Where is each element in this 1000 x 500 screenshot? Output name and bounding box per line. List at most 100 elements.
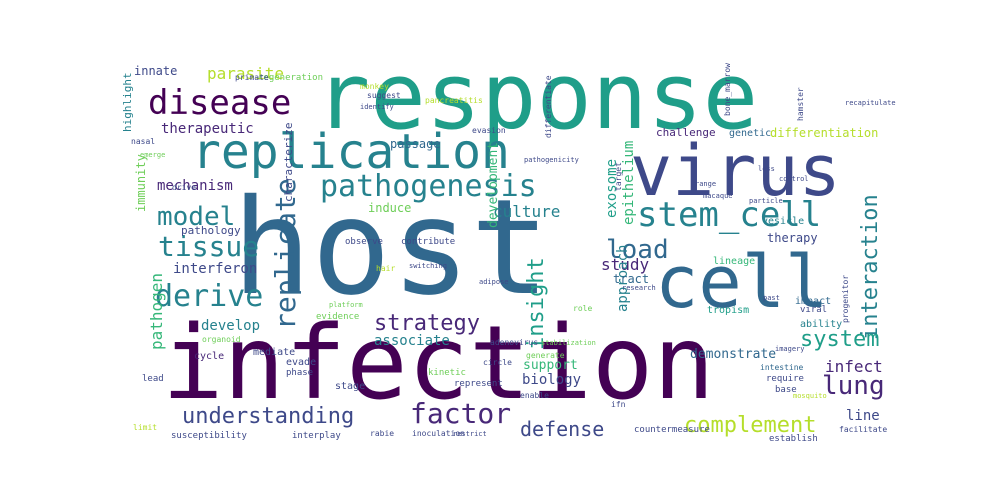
word-stage: stage [335, 381, 365, 392]
word-control: control [779, 175, 809, 183]
word-bone-marrow: bone_marrow [723, 63, 732, 116]
word-observe: observe [345, 237, 383, 247]
word-replication: replication [192, 124, 510, 180]
word-base: base [775, 385, 797, 395]
word-host: host [232, 171, 550, 325]
word-tropism: tropism [707, 305, 749, 316]
word-represent: represent [454, 379, 503, 389]
word-cycle: cycle [194, 351, 224, 362]
word-primate: primate [235, 73, 269, 82]
word-pathogenesis: pathogenesis [320, 169, 537, 204]
word-passage: passage [390, 137, 441, 151]
word-biology: biology [522, 372, 581, 388]
word-exosome: exosome [604, 159, 620, 218]
word-virus: virus [630, 130, 841, 212]
word-viral: viral [800, 305, 827, 315]
word-facilitate: facilitate [839, 425, 887, 434]
word-line: line [846, 408, 880, 424]
word-evasion: evasion [472, 126, 506, 135]
word-monkey: monkey [360, 82, 389, 91]
word-mosquito: mosquito [793, 392, 827, 400]
word-require: require [766, 374, 804, 384]
word-target: target [614, 162, 623, 191]
word-vesicle: vesicle [762, 216, 804, 227]
word-adipose: adipose [479, 278, 509, 286]
word-infect: infect [825, 357, 883, 376]
word-pathogen: pathogen [147, 273, 166, 350]
word-approach: approach [615, 245, 631, 312]
word-drive: drive [172, 183, 196, 192]
word-adenovirus: adenovirus [490, 338, 538, 347]
word-infection: infection [162, 304, 715, 423]
word-mechanism: mechanism [157, 178, 233, 194]
word-innate: innate [134, 64, 177, 78]
word-study: study [601, 255, 650, 274]
word-evade: evade [286, 357, 316, 368]
word-pathology: pathology [181, 224, 241, 237]
word-switching: switching [409, 262, 447, 270]
word-rabie: rabie [370, 429, 394, 438]
word-disease: disease [148, 83, 291, 123]
word-support: support [523, 358, 578, 373]
word-establish: establish [769, 434, 818, 444]
word-countermeasure: countermeasure [634, 425, 710, 435]
word-limit: limit [133, 423, 157, 432]
word-tract: tract [613, 272, 649, 286]
word-mediate: mediate [253, 347, 295, 358]
word-circle: circle [483, 358, 512, 367]
word-factor: factor [410, 397, 511, 430]
word-phase: phase [286, 368, 313, 378]
word-ifn: ifn [611, 400, 626, 409]
word-replicate: replicate [269, 178, 302, 330]
word-understanding: understanding [182, 404, 354, 429]
word-complement: complement [684, 413, 816, 438]
word-range: range [695, 180, 716, 188]
word-load: load [606, 235, 669, 265]
word-differentiation: differentiation [770, 126, 878, 140]
word-lineage: lineage [713, 256, 755, 267]
word-generate: generate [526, 351, 565, 360]
word-suggest: suggest [367, 91, 401, 100]
word-derive: derive [155, 279, 263, 314]
word-kinetic: kinetic [428, 368, 466, 378]
word-inoculation: inoculation [412, 429, 465, 438]
word-characterize: characterize [282, 123, 295, 202]
word-stabilization: stabilization [541, 339, 596, 347]
word-immunity: immunity [134, 154, 148, 212]
word-susceptibility: susceptibility [171, 431, 247, 441]
word-differentiate: differentiate [544, 75, 553, 138]
word-pancreatitis: pancreatitis [425, 96, 483, 105]
word-therapeutic: therapeutic [161, 121, 254, 137]
word-system: system [800, 327, 879, 352]
word-genetic: genetic [729, 128, 771, 139]
word-pathogenicity: pathogenicity [524, 156, 579, 164]
word-hair: hair [376, 264, 395, 273]
word-highlight: highlight [121, 72, 134, 132]
word-parasite: parasite [207, 64, 284, 83]
word-hamster: hamster [796, 87, 805, 121]
word-organoid: organoid [202, 335, 241, 344]
word-culture: culture [493, 202, 560, 221]
word-development: development [486, 142, 501, 228]
word-stem-cell: stem_cell [637, 195, 821, 235]
word-emerge: emerge [140, 151, 165, 159]
word-past: past [763, 294, 780, 302]
word-evidence: evidence [316, 312, 359, 322]
word-develop: develop [201, 318, 260, 334]
word-contribute: contribute [401, 237, 455, 247]
word-particle: particle [749, 197, 783, 205]
word-platform: platform [329, 301, 363, 309]
word-imagery: imagery [775, 345, 805, 353]
word-macaque: macaque [703, 192, 733, 200]
word-impact: impact [795, 296, 831, 307]
word-nasal: nasal [131, 137, 155, 146]
word-model: model [157, 202, 235, 232]
word-interplay: interplay [292, 431, 341, 441]
word-strategy: strategy [374, 311, 480, 336]
word-enable: enable [520, 391, 549, 400]
word-epithelium: epithelium [621, 141, 637, 225]
word-insight: insight [524, 257, 549, 350]
word-role: role [573, 304, 592, 313]
word-loss: loss [758, 165, 775, 173]
word-lung: lung [822, 371, 885, 401]
